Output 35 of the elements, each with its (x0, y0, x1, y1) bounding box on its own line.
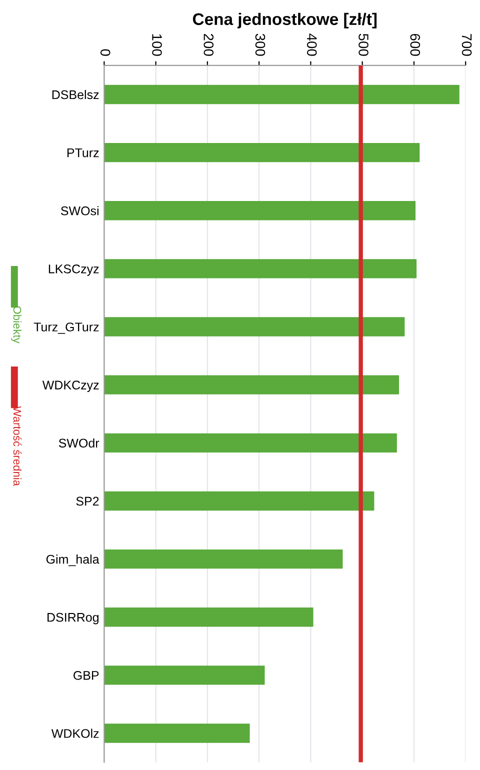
y-tick-label: PTurz (67, 148, 99, 158)
bar (104, 375, 399, 394)
bar (104, 259, 417, 278)
bar (104, 549, 343, 569)
bar (104, 724, 250, 743)
y-tick-label: DSBelsz (52, 90, 99, 100)
x-tick-label: 400 (306, 34, 317, 56)
bar (104, 84, 460, 104)
y-tick-label: WDKCzyz (42, 380, 99, 392)
y-tick-label: LKSCzyz (48, 264, 99, 276)
y-tick-label: SWOdr (58, 438, 100, 448)
bar (104, 317, 405, 336)
bar (104, 142, 420, 162)
x-tick-label: 700 (462, 34, 472, 56)
bar (104, 608, 314, 627)
bar (104, 201, 416, 220)
x-tick-label: 300 (255, 34, 266, 56)
y-tick-label: DSIRRog (48, 612, 98, 624)
text: Obiekty (11, 306, 22, 344)
x-tick-label: 100 (152, 34, 162, 56)
x-tick-label: 500 (358, 34, 368, 56)
bar (104, 666, 265, 685)
bar (104, 491, 374, 511)
x-tick-label: 200 (204, 34, 214, 56)
y-tick-label: Gim_hala (46, 554, 100, 566)
y-tick-label: GBP (74, 670, 99, 680)
bar (104, 433, 397, 452)
x-axis-title: Cena jednostkowe [zł/t] (192, 12, 377, 28)
y-tick-label: SP2 (76, 496, 99, 506)
ref-line-label: Wartość średnia (13, 406, 22, 486)
y-tick-label: WDKOlz (51, 728, 99, 738)
x-tick-label: 0 (100, 49, 110, 56)
y-tick-label: SWOsi (60, 206, 98, 216)
x-tick-label: 600 (410, 34, 420, 56)
y-tick-label: Turz_GTurz (34, 322, 99, 334)
